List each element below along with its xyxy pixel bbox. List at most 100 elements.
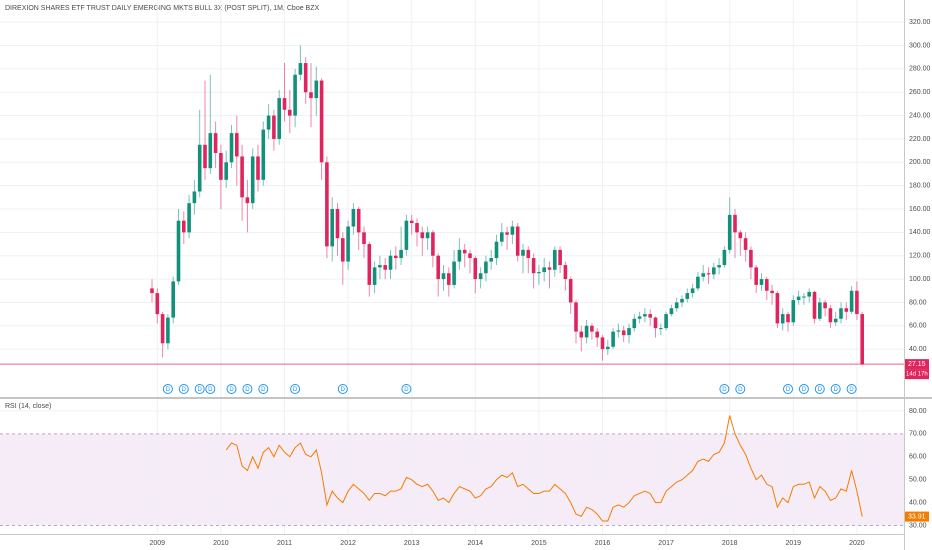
y-tick-label: 160.00 [909,206,931,213]
candle-body [197,144,202,192]
candle-body [759,279,764,285]
candle-body [240,156,244,198]
candle-body [765,279,769,291]
last-price-label: 27.15 [908,361,926,368]
dividend-marker [735,384,746,394]
candle-body [542,267,546,273]
candle-body [224,162,228,180]
candle-body [462,249,467,254]
rsi-last-box [905,511,929,522]
candle-body [351,209,356,227]
y-tick-label: 320.00 [909,19,931,26]
candle-body [325,162,329,247]
candle-body [590,325,594,332]
candle-body [309,92,313,99]
candle-body [553,249,557,270]
candle-body [362,232,366,245]
candle-body [584,325,589,338]
candle-body [664,314,668,329]
chart-title: DIREXION SHARES ETF TRUST DAILY EMERGING… [5,5,320,12]
candle-body [505,232,509,235]
candle-body [500,232,504,242]
countdown-box [905,369,929,380]
candle-body [510,226,515,235]
candle-body [674,302,679,309]
candle-body [250,156,255,204]
candle-body [409,220,414,224]
candle-body [341,238,345,262]
candle-body [452,261,456,285]
dividend-label: D [802,387,807,393]
x-tick-label: 2013 [404,540,420,547]
last-price-box [905,359,929,370]
candle-body [579,331,584,338]
candle-body [637,316,642,319]
candle-body [595,331,599,338]
dividend-label: D [198,387,203,393]
candle-body [171,281,175,318]
x-tick-label: 2010 [213,540,229,547]
dividend-marker [226,384,237,394]
candle-body [749,249,753,268]
rsi-tick-label: 60.00 [909,454,927,461]
rsi-tick-label: 30.00 [909,522,927,529]
candle-body [203,144,207,169]
rsi-tick-label: 80.00 [909,408,927,415]
candle-body [849,290,854,312]
candle-body [648,314,652,318]
dividend-marker [242,384,253,394]
dividend-marker [205,384,216,394]
dividend-label: D [293,387,298,393]
candle-body [378,265,382,268]
rsi-tick-label: 40.00 [909,499,927,506]
x-tick-label: 2015 [531,540,547,547]
dividend-label: D [722,387,727,393]
rsi-last-label: 33.91 [908,513,926,520]
candle-body [802,296,806,298]
candle-body [266,115,271,130]
candle-body [484,261,488,274]
dividend-label: D [166,387,171,393]
candle-body [367,244,372,285]
candle-body [706,273,711,275]
candle-body [394,255,398,259]
x-tick-label: 2012 [340,540,356,547]
candle-body [229,133,234,163]
candle-body [515,226,520,256]
candle-body [653,317,658,329]
dividend-label: D [738,387,743,393]
candle-body [526,249,531,259]
candle-body [261,129,266,180]
dividend-label: D [786,387,791,393]
candle-body [701,273,705,277]
candle-body [775,293,780,324]
candle-body [537,272,541,274]
candle-body [235,133,239,157]
candle-body [335,209,340,239]
candle-body [659,328,663,330]
dividend-marker [178,384,189,394]
candle-body [272,115,276,139]
candle-body [489,258,493,262]
candle-body [669,308,674,315]
candle-body [860,314,864,365]
candle-body [780,314,785,324]
x-tick-label: 2017 [658,540,674,547]
candle-body [818,302,822,319]
candle-body [823,302,827,309]
candle-body [155,293,160,315]
candle-body [812,291,817,319]
candle-body [293,74,297,116]
x-tick-label: 2011 [277,540,292,547]
candle-body [807,291,811,297]
candle-body [722,249,727,266]
y-tick-label: 40.00 [909,346,927,353]
candle-body [643,314,647,317]
candle-body [833,318,838,323]
dividend-marker [830,384,841,394]
candle-body [436,255,440,280]
y-tick-label: 140.00 [909,229,931,236]
candle-body [208,133,213,169]
dividend-marker [814,384,825,394]
